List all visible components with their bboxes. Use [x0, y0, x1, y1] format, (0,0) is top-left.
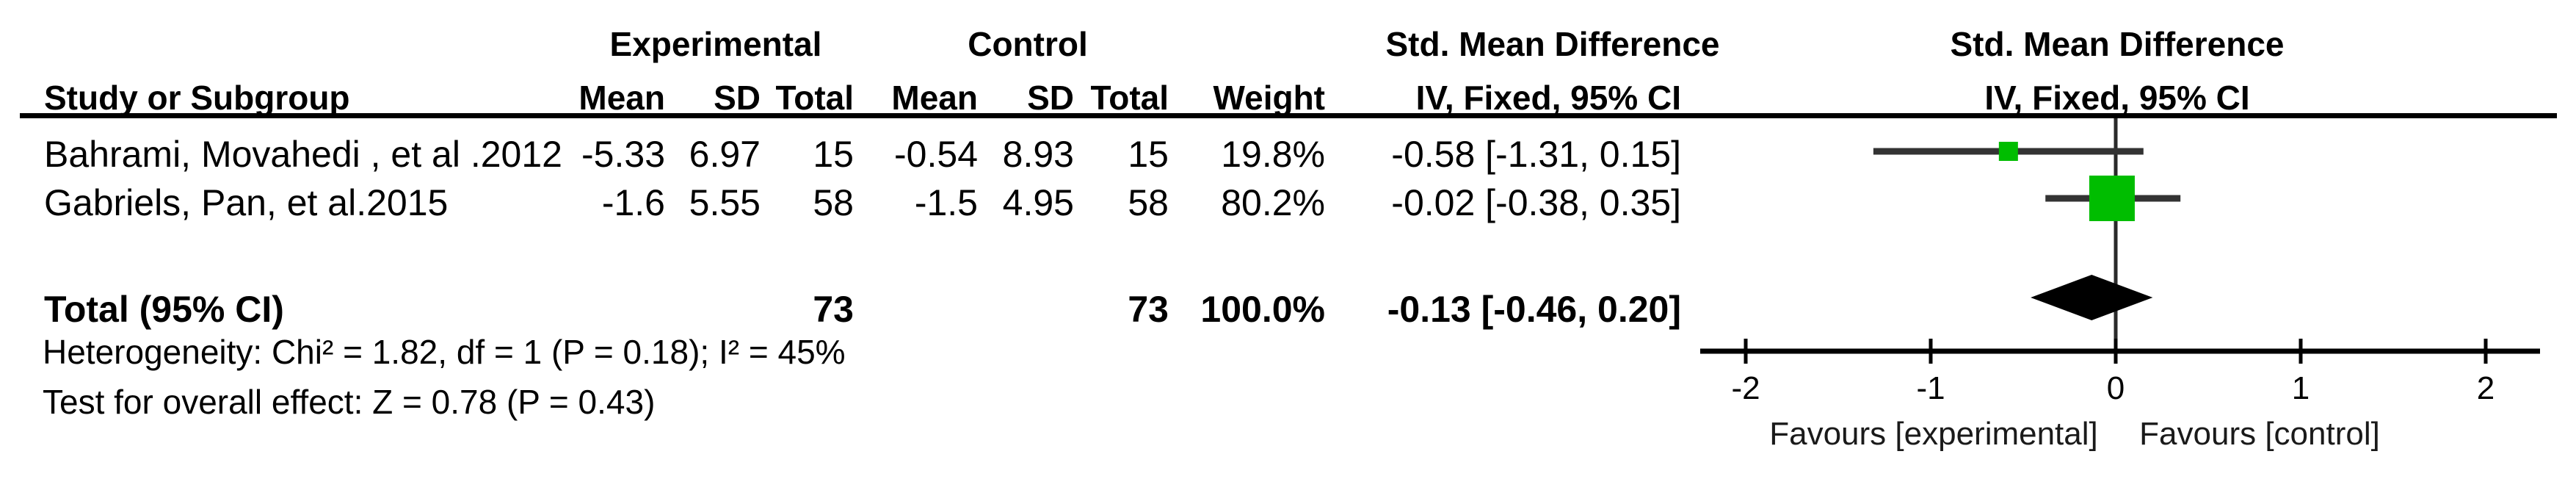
axis-tick-label: 0 — [2107, 370, 2125, 406]
heterogeneity-stats: Heterogeneity: Chi² = 1.82, df = 1 (P = … — [43, 333, 846, 371]
ci-text-value: -0.02 [-0.38, 0.35] — [1391, 182, 1681, 223]
axis-tick-label: 1 — [2292, 370, 2310, 406]
favours-right-label: Favours [control] — [2139, 416, 2380, 452]
ctrl-mean-value: -0.54 — [894, 134, 978, 175]
ctrl-mean-header: Mean — [891, 79, 978, 117]
exp-total-value: 58 — [813, 182, 854, 223]
study-effect-square — [1998, 142, 2018, 161]
study-effect-square — [2089, 176, 2135, 221]
weight-header: Weight — [1213, 79, 1325, 117]
exp-mean-value: -5.33 — [581, 134, 665, 175]
total-ctrl-total: 73 — [1128, 289, 1169, 330]
favours-left-label: Favours [experimental] — [1769, 416, 2098, 452]
ctrl-sd-value: 8.93 — [1002, 134, 1074, 175]
ci-column-header: IV, Fixed, 95% CI — [1415, 79, 1681, 117]
plot-title: Std. Mean Difference — [1950, 25, 2285, 63]
ctrl-total-value: 15 — [1128, 134, 1169, 175]
total-exp-total: 73 — [813, 289, 854, 330]
exp-sd-header: SD — [714, 79, 761, 117]
overall-effect-test: Test for overall effect: Z = 0.78 (P = 0… — [43, 383, 656, 421]
plot-method-header: IV, Fixed, 95% CI — [1984, 79, 2250, 117]
study-name: Gabriels, Pan, et al.2015 — [44, 182, 449, 223]
exp-mean-header: Mean — [578, 79, 665, 117]
ctrl-total-header: Total — [1090, 79, 1169, 117]
exp-mean-value: -1.6 — [601, 182, 665, 223]
study-column-header: Study or Subgroup — [44, 79, 350, 117]
control-group-header: Control — [968, 25, 1088, 63]
ctrl-mean-value: -1.5 — [914, 182, 978, 223]
total-ci-text: -0.13 [-0.46, 0.20] — [1387, 289, 1681, 330]
total-weight: 100.0% — [1200, 289, 1325, 330]
axis-tick-label: -1 — [1916, 370, 1945, 406]
axis-tick-label: -2 — [1731, 370, 1760, 406]
exp-total-value: 15 — [813, 134, 854, 175]
ctrl-sd-header: SD — [1027, 79, 1074, 117]
total-diamond — [2031, 275, 2153, 320]
ci-text-value: -0.58 [-1.31, 0.15] — [1391, 134, 1681, 175]
exp-sd-value: 6.97 — [689, 134, 761, 175]
axis-tick-label: 2 — [2477, 370, 2495, 406]
exp-sd-value: 5.55 — [689, 182, 761, 223]
study-name: Bahrami, Movahedi , et al .2012 — [44, 134, 562, 175]
header-rule — [20, 113, 2557, 118]
weight-value: 80.2% — [1221, 182, 1325, 223]
experimental-group-header: Experimental — [609, 25, 822, 63]
weight-value: 19.8% — [1221, 134, 1325, 175]
exp-total-header: Total — [775, 79, 854, 117]
smd-column-group-header: Std. Mean Difference — [1385, 25, 1720, 63]
total-label: Total (95% CI) — [44, 289, 284, 330]
ctrl-sd-value: 4.95 — [1002, 182, 1074, 223]
ctrl-total-value: 58 — [1128, 182, 1169, 223]
